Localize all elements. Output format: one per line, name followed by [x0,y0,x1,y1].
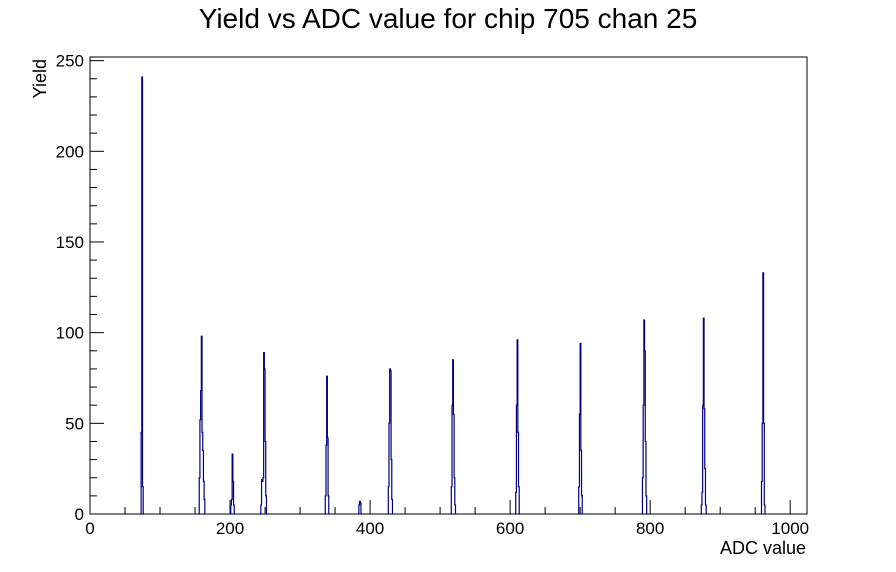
x-tick-label: 1000 [771,519,809,538]
y-tick-label: 200 [56,142,84,161]
y-tick-label: 50 [65,414,84,433]
y-tick-label: 150 [56,233,84,252]
histogram-bin [262,481,263,514]
x-tick-label: 0 [85,519,94,538]
x-tick-label: 200 [216,519,244,538]
plot-frame [89,56,808,515]
x-tick-label: 800 [636,519,664,538]
y-tick-label: 250 [56,52,84,71]
axis-tick-labels: 0 200 400 600 800 1000 0 50 100 150 200 250 [56,52,809,538]
histogram-series-line [140,76,766,515]
x-axis-label: ADC value [720,538,806,558]
y-tick-label: 0 [75,505,84,524]
y-axis-label: Yield [30,59,50,98]
x-tick-label: 400 [356,519,384,538]
chart-title: Yield vs ADC value for chip 705 chan 25 [199,3,698,34]
x-tick-label: 600 [496,519,524,538]
y-tick-label: 100 [56,324,84,343]
data-series [140,76,766,515]
axis-ticks [89,60,791,515]
histogram-bin [263,478,264,514]
